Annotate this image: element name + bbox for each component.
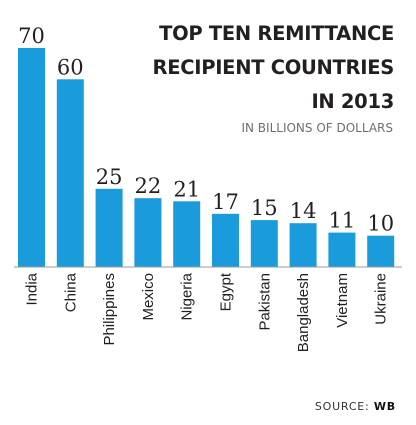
category-label-china: China [62,272,79,312]
bar-china [56,79,84,267]
category-label-mexico: Mexico [140,273,157,321]
category-label-india: India [24,272,41,305]
bar-pakistan [250,220,278,267]
bar-philippines [95,188,123,267]
value-label-ukraine: 10 [367,212,394,236]
value-labels-layer: 70 60 25 22 21 17 15 14 11 10 [18,24,394,236]
value-label-egypt: 17 [212,190,239,214]
chart-title-line-2: RECIPIENT COUNTRIES [152,56,395,79]
source-value: WB [373,400,396,413]
bar-mexico [134,198,162,267]
bar-vietnam [328,232,356,267]
source-label: SOURCE: [314,400,370,413]
value-label-philippines: 25 [96,165,123,189]
category-label-philippines: Philippines [101,273,118,346]
bar-egypt [212,213,239,267]
bar-bangladesh [289,223,317,267]
value-label-pakistan: 15 [251,196,278,220]
value-label-bangladesh: 14 [290,199,317,223]
chart-title-line-3: IN 2013 [311,90,394,113]
bar-ukraine [367,235,395,267]
bar-india [18,48,45,267]
value-label-nigeria: 21 [173,177,200,201]
bar-nigeria [173,201,201,267]
category-label-pakistan: Pakistan [256,273,273,331]
category-label-bangladesh: Bangladesh [295,273,312,352]
chart-subtitle: IN BILLIONS OF DOLLARS [241,121,393,135]
category-label-ukraine: Ukraine [373,273,390,325]
chart-title-line-1: TOP TEN REMITTANCE [159,22,394,45]
value-label-vietnam: 11 [329,209,356,233]
source-note: SOURCE: WB [315,401,396,412]
category-label-vietnam: Vietnam [334,273,351,328]
bars-layer [18,48,395,267]
category-label-nigeria: Nigeria [179,272,196,320]
value-label-china: 60 [57,55,84,79]
value-label-india: 70 [18,24,45,48]
value-label-mexico: 22 [135,174,162,198]
category-labels-layer: India China Philippines Mexico Nigeria Egypt P… [24,272,390,352]
category-label-egypt: Egypt [218,272,235,311]
